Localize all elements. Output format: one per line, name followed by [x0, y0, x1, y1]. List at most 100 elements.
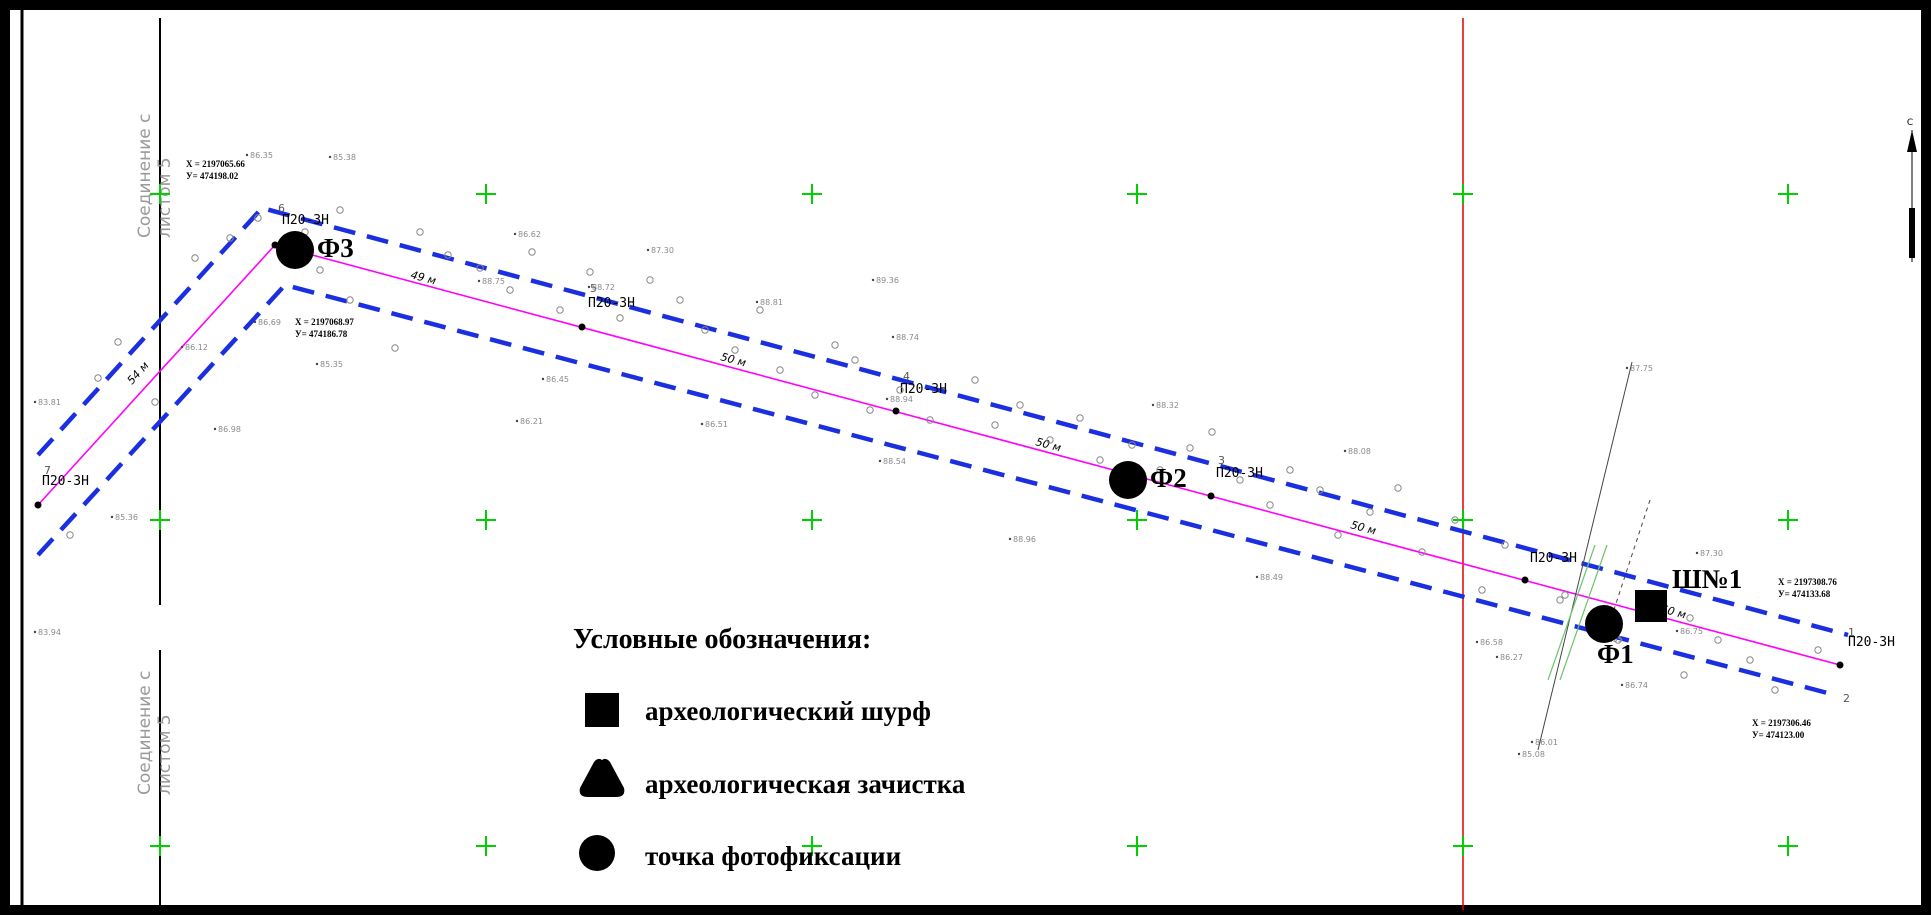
survey-point: [444, 251, 452, 259]
spot-height-dot: [646, 248, 650, 252]
survey-point: [114, 338, 122, 346]
svg-text:X = 2197306.46: X = 2197306.46: [1752, 718, 1811, 728]
spot-heights: 86.35 85.38 86.62 87.30 88.75 88.72 88.81 89.36…: [33, 151, 1723, 759]
ravine-green-line: [1547, 544, 1596, 681]
survey-point: [226, 234, 234, 242]
svg-text:Соединение с: Соединение с: [135, 671, 155, 795]
coordinate-label: X = 2197308.76 У= 474133.68: [1778, 577, 1837, 599]
pipe-labels: П20-3Н П20-3Н П20-3Н П20-3Н П20-3Н П20-3…: [42, 213, 1895, 650]
spot-height: 88.81: [760, 298, 783, 307]
survey-point: [1680, 671, 1688, 679]
spot-height: 88.49: [1260, 573, 1283, 582]
survey-point: [1266, 501, 1274, 509]
vertex-number: 1: [1848, 626, 1855, 639]
legend: Условные обозначения: археологический шу…: [573, 624, 966, 871]
spot-height-dot: [315, 362, 319, 366]
survey-point: [971, 376, 979, 384]
survey-point: [1208, 428, 1216, 436]
spot-height: 88.96: [1013, 535, 1036, 544]
vertex-number: 4: [903, 370, 910, 383]
survey-point: [1016, 401, 1024, 409]
legend-title: Условные обозначения:: [573, 624, 871, 655]
survey-point: [756, 306, 764, 314]
test-pit-label: Ш№1: [1672, 564, 1742, 594]
grid-crosses: [150, 184, 1798, 856]
spot-height: 88.74: [896, 333, 919, 342]
spot-height-dot: [1255, 575, 1259, 579]
survey-point: [1286, 466, 1294, 474]
legend-label: точка фотофиксации: [645, 841, 901, 871]
survey-point: [391, 344, 399, 352]
svg-text:X = 2197068.97: X = 2197068.97: [295, 317, 354, 327]
spot-height: 88.75: [482, 277, 505, 286]
vertex-number: 5: [590, 282, 597, 295]
photo-point-label: Ф3: [317, 233, 354, 263]
spot-height-dot: [253, 320, 257, 324]
spot-height: 85.35: [320, 360, 343, 369]
segment-length: 49 м: [409, 268, 437, 287]
coordinate-label: X = 2197068.97 У= 474186.78: [295, 317, 354, 339]
survey-point: [1128, 441, 1136, 449]
survey-point: [254, 214, 262, 222]
pipe-label: П20-3Н: [588, 296, 635, 311]
vertex-number: 6: [278, 202, 285, 215]
spot-height: 86.62: [518, 230, 541, 239]
spot-height: 89.36: [876, 276, 899, 285]
survey-point: [676, 296, 684, 304]
spot-height: 83.94: [38, 628, 61, 637]
spot-height-dot: [1495, 655, 1499, 659]
survey-point: [66, 531, 74, 539]
survey-point: [1714, 636, 1722, 644]
spot-height: 87.30: [1700, 549, 1723, 558]
survey-point: [1451, 516, 1459, 524]
survey-point: [1334, 531, 1342, 539]
survey-point: [476, 264, 484, 272]
vertex-point: [578, 323, 586, 331]
spot-height-dot: [515, 419, 519, 423]
segment-length: 50 м: [1349, 518, 1377, 537]
sheet-join-label-top: Соединение с листом 5: [135, 114, 175, 238]
segment-length: 54 м: [125, 359, 152, 387]
vertex-point: [34, 501, 42, 509]
survey-point: [896, 386, 904, 394]
survey-point: [586, 268, 594, 276]
survey-points: [66, 206, 1822, 694]
spot-height-dot: [1008, 537, 1012, 541]
spot-height: 88.54: [883, 457, 906, 466]
corridor-lower-boundary: [36, 282, 1836, 698]
spot-height: 88.72: [592, 283, 615, 292]
spot-height-dot: [1625, 366, 1629, 370]
segment-length: 50 м: [1034, 435, 1062, 454]
survey-point: [616, 314, 624, 322]
photo-point-label: Ф2: [1150, 463, 1187, 493]
spot-height-dot: [513, 232, 517, 236]
spot-height-dot: [33, 400, 37, 404]
photo-point-marker: [1585, 605, 1623, 643]
spot-height: 86.69: [258, 318, 281, 327]
survey-point: [831, 341, 839, 349]
spot-height: 85.38: [333, 153, 356, 162]
spot-height: 87.75: [1630, 364, 1653, 373]
survey-point: [346, 296, 354, 304]
survey-point: [866, 406, 874, 414]
segment-lengths: 54 м 49 м 50 м 50 м 50 м 50 м: [125, 268, 1688, 621]
spot-height: 87.30: [651, 246, 674, 255]
legend-label: археологическая зачистка: [645, 769, 966, 799]
pipe-label: П20-3Н: [1530, 551, 1577, 566]
survey-point: [1394, 484, 1402, 492]
pipe-label: П20-3Н: [1216, 466, 1263, 481]
survey-point: [528, 248, 536, 256]
spot-height-dot: [587, 285, 591, 289]
vertex-point: [1207, 492, 1215, 500]
sheet-join-label-bottom: Соединение с листом 5: [135, 671, 175, 795]
svg-text:У= 474198.02: У= 474198.02: [186, 171, 239, 181]
spot-height-dot: [1675, 629, 1679, 633]
survey-point: [1076, 414, 1084, 422]
survey-point: [1418, 548, 1426, 556]
svg-text:Соединение с: Соединение с: [135, 114, 155, 238]
survey-point: [506, 286, 514, 294]
north-arrow-letter: С: [1907, 118, 1913, 128]
spot-height-dot: [33, 630, 37, 634]
survey-point: [811, 391, 819, 399]
